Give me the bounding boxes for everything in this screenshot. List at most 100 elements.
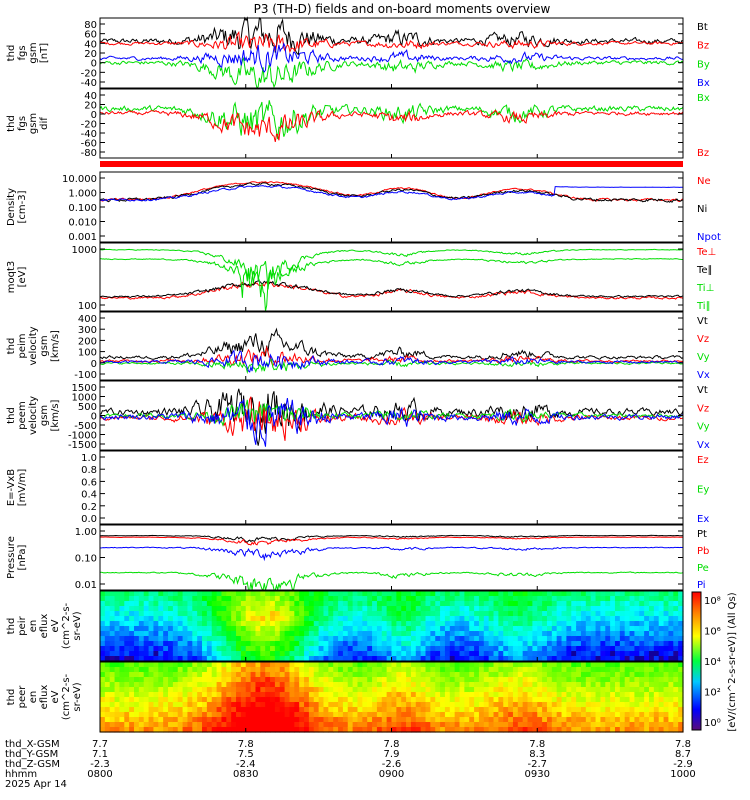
spectrogram-cell: [289, 717, 295, 723]
spectrogram-cell: [459, 717, 465, 723]
spectrogram-cell: [274, 692, 281, 698]
spectrogram-cell: [634, 712, 640, 718]
spectrogram-cell: [240, 717, 247, 723]
spectrogram-cell: [406, 662, 412, 668]
spectrogram-cell: [464, 707, 470, 713]
spectrogram-cell: [328, 677, 334, 683]
spectrogram-cell: [542, 662, 548, 668]
spectrogram-cell: [503, 677, 509, 683]
spectrogram-cell: [323, 697, 329, 703]
spectrogram-cell: [585, 601, 592, 607]
spectrogram-cell: [284, 672, 291, 678]
spectrogram-cell: [658, 591, 665, 597]
spectrogram-cell: [488, 596, 495, 602]
spectrogram-cell: [318, 611, 325, 617]
spectrogram-cell: [648, 596, 655, 602]
spectrogram-cell: [260, 717, 266, 723]
spectrogram-cell: [236, 656, 242, 662]
spectrogram-cell: [401, 667, 407, 673]
spectrogram-cell: [653, 651, 660, 657]
spectrogram-cell: [270, 646, 276, 652]
spectrogram-cell: [396, 727, 402, 733]
spectrogram-cell: [260, 641, 266, 647]
spectrogram-cell: [119, 697, 125, 703]
y-axis-label: Pressure: [6, 536, 17, 579]
spectrogram-cell: [158, 611, 164, 617]
spectrogram-cell: [328, 712, 334, 718]
spectrogram-cell: [634, 697, 640, 703]
spectrogram-cell: [610, 646, 616, 652]
spectrogram-cell: [109, 712, 116, 718]
spectrogram-cell: [629, 641, 636, 647]
spectrogram-cell: [571, 641, 577, 647]
spectrogram-cell: [265, 667, 271, 673]
y-tick-label: 1.0: [81, 453, 97, 464]
spectrogram-cell: [279, 626, 286, 632]
spectrogram-cell: [308, 616, 315, 622]
spectrogram-cell: [663, 641, 670, 647]
spectrogram-cell: [542, 702, 548, 708]
spectrogram-cell: [381, 702, 388, 708]
spectrogram-cell: [318, 672, 325, 678]
spectrogram-cell: [338, 651, 344, 657]
spectrogram-cell: [109, 697, 116, 703]
spectrogram-cell: [313, 646, 320, 652]
spectrogram-cell: [245, 606, 252, 612]
spectrogram-cell: [347, 667, 354, 673]
spectrogram-cell: [435, 636, 441, 642]
spectrogram-cell: [192, 672, 198, 678]
spectrogram-cell: [177, 621, 184, 627]
spectrogram-cell: [231, 621, 237, 627]
spectrogram-cell: [245, 687, 252, 693]
spectrogram-cell: [231, 626, 237, 632]
spectrogram-cell: [668, 672, 674, 678]
spectrogram-cell: [202, 636, 208, 642]
spectrogram-cell: [206, 687, 213, 693]
x-axis-value: -2.9: [673, 759, 693, 770]
spectrogram-cell: [517, 656, 524, 662]
spectrogram-cell: [347, 656, 354, 662]
spectrogram-cell: [406, 697, 412, 703]
spectrogram-cell: [304, 727, 310, 733]
spectrogram-cell: [284, 687, 291, 693]
spectrogram-cell: [415, 722, 422, 728]
spectrogram-cell: [148, 702, 155, 708]
spectrogram-cell: [114, 672, 121, 678]
spectrogram-cell: [629, 656, 636, 662]
spectrogram-cell: [221, 677, 227, 683]
y-axis-label: sr-eV): [72, 682, 83, 711]
spectrogram-cell: [401, 687, 407, 693]
spectrogram-cell: [668, 712, 674, 718]
y-axis-label: gsm: [28, 113, 39, 134]
spectrogram-cell: [294, 687, 300, 693]
spectrogram-cell: [459, 636, 465, 642]
spectrogram-cell: [172, 697, 179, 703]
spectrogram-cell: [143, 692, 150, 698]
spectrogram-cell: [440, 712, 446, 718]
spectrogram-cell: [250, 646, 257, 652]
spectrogram-cell: [629, 606, 636, 612]
spectrogram-cell: [653, 656, 660, 662]
spectrogram-cell: [600, 672, 606, 678]
spectrogram-cell: [600, 712, 606, 718]
spectrogram-cell: [459, 651, 465, 657]
spectrogram-cell: [415, 662, 422, 668]
spectrogram-cell: [415, 677, 422, 683]
spectrogram-cell: [410, 591, 417, 597]
spectrogram-cell: [245, 727, 252, 733]
spectrogram-cell: [498, 677, 504, 683]
spectrogram-cell: [493, 631, 499, 637]
spectrogram-cell: [571, 672, 577, 678]
spectrogram-cell: [542, 611, 548, 617]
spectrogram-cell: [367, 606, 373, 612]
spectrogram-cell: [634, 626, 640, 632]
spectrogram-cell: [192, 631, 198, 637]
spectrogram-cell: [318, 677, 325, 683]
spectrogram-cell: [639, 606, 645, 612]
spectrogram-cell: [138, 631, 145, 637]
spectrogram-cell: [362, 636, 368, 642]
spectrogram-cell: [444, 621, 451, 627]
spectrogram-cell: [571, 601, 577, 607]
spectrogram-cell: [483, 616, 490, 622]
spectrogram-cell: [566, 606, 572, 612]
